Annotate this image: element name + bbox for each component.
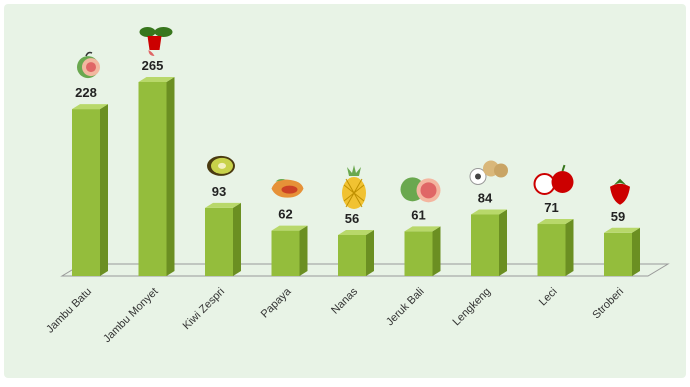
bar xyxy=(338,235,366,276)
cashew-fruit-icon xyxy=(139,27,173,56)
bar xyxy=(72,109,100,276)
value-label: 228 xyxy=(75,85,97,100)
value-label: 59 xyxy=(611,209,625,224)
value-label: 84 xyxy=(478,191,493,206)
bars-group xyxy=(72,77,640,276)
bar-top xyxy=(271,225,308,231)
bar-side xyxy=(166,77,175,276)
bar-top xyxy=(404,226,441,232)
value-labels-group: 228 265 93 62 56 61 84 71 59 xyxy=(75,58,625,226)
value-label: 56 xyxy=(345,211,359,226)
bar-side xyxy=(632,227,640,276)
bar xyxy=(537,224,566,276)
value-label: 61 xyxy=(411,207,425,222)
bar-top xyxy=(537,219,574,225)
bar-top xyxy=(205,202,241,208)
pineapple-icon xyxy=(342,165,366,210)
bar-side xyxy=(499,209,507,276)
bar-side xyxy=(100,104,108,276)
value-label: 93 xyxy=(212,184,226,199)
bar-top xyxy=(604,227,640,233)
pomelo-icon xyxy=(400,177,441,203)
value-label: 71 xyxy=(544,200,558,215)
bar-side xyxy=(366,230,374,276)
papaya-icon xyxy=(271,178,304,198)
value-label: 265 xyxy=(142,58,164,73)
bar xyxy=(205,207,233,276)
bar xyxy=(404,231,433,276)
bar xyxy=(604,232,632,276)
bar-top xyxy=(72,104,108,110)
guava-icon xyxy=(77,51,100,79)
strawberry-icon xyxy=(610,178,630,205)
bar xyxy=(271,230,300,276)
bar-side xyxy=(233,202,241,276)
bar xyxy=(471,214,499,276)
bar xyxy=(138,82,167,276)
bar-top xyxy=(138,77,175,82)
lychee-icon xyxy=(533,164,574,196)
bar-top xyxy=(338,230,374,236)
bar-side xyxy=(299,225,308,276)
value-label: 62 xyxy=(278,207,292,222)
icons-group xyxy=(77,27,630,210)
longan-icon xyxy=(469,160,508,186)
bar-side xyxy=(432,226,441,276)
kiwi-icon xyxy=(207,155,235,176)
bar-top xyxy=(471,209,507,215)
bar-side xyxy=(565,219,574,276)
